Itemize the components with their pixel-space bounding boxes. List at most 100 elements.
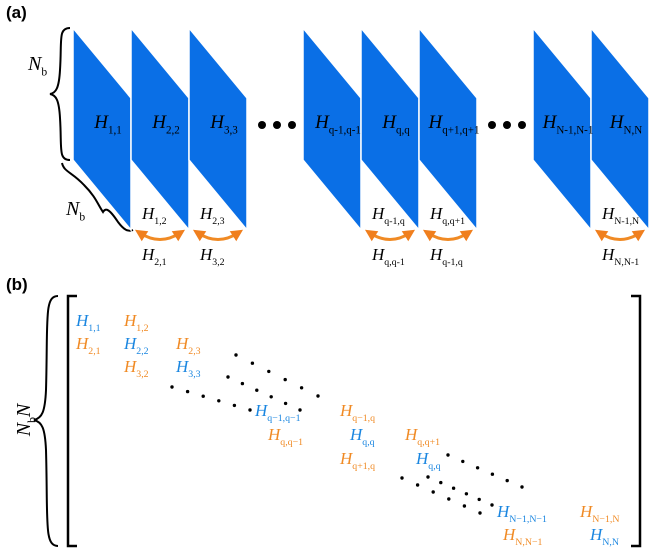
subscript: 3,2 <box>212 257 224 268</box>
symbol: H <box>542 112 558 133</box>
math-label: H3,2 <box>123 357 149 380</box>
symbol: H <box>123 334 138 353</box>
subscript: 2,1 <box>88 346 100 357</box>
symbol: H <box>601 245 616 264</box>
math-label: H1,2 <box>123 311 149 334</box>
ellipsis-dot <box>464 492 469 496</box>
subscript: 1,2 <box>154 216 166 227</box>
ellipsis-dot <box>273 121 281 129</box>
brace <box>61 162 134 232</box>
symbol: H <box>141 245 156 264</box>
block <box>72 25 132 233</box>
ellipsis-dot <box>201 394 205 398</box>
symbol: H <box>415 449 430 468</box>
subscript: q-1,q <box>442 257 463 268</box>
math-label: Hq-1,q <box>371 204 405 227</box>
math-label: Hq-1,q <box>429 245 463 268</box>
subscript: 3,2 <box>136 369 148 380</box>
subscript: 2,2 <box>166 124 180 136</box>
subscript: 2,2 <box>136 346 148 357</box>
math-label: Hq,q <box>381 112 410 136</box>
symbol: H <box>429 245 444 264</box>
symbol: H <box>254 401 269 420</box>
block <box>418 25 478 233</box>
ellipsis-dot <box>447 497 451 501</box>
subscript: 3,3 <box>224 124 238 136</box>
math-label: Hq,q <box>415 449 441 472</box>
subscript: q+1,q+1 <box>442 124 479 136</box>
ellipsis-dot <box>240 381 245 386</box>
symbol: H <box>349 425 364 444</box>
ellipsis-dot <box>461 459 465 464</box>
ellipsis-dot <box>426 475 430 479</box>
subscript: q−1,q <box>352 413 375 424</box>
ellipsis-dot <box>490 472 495 476</box>
ellipsis-dot <box>431 490 435 494</box>
ellipsis-dot <box>267 369 271 374</box>
symbol: H <box>314 112 330 133</box>
subscript: N-1,N-1 <box>556 124 593 136</box>
math-label: HN-1,N-1 <box>542 112 594 136</box>
panel-label: (b) <box>6 275 28 294</box>
subscript: N,N−1 <box>515 537 542 548</box>
ellipsis-dot <box>269 395 273 399</box>
symbol: H <box>601 204 616 223</box>
symbol: H <box>339 449 354 468</box>
symbol: H <box>381 112 397 133</box>
symbol: H <box>267 425 282 444</box>
subscript: N−1,N <box>592 514 619 525</box>
block <box>188 25 248 233</box>
math-label: Hq,q <box>349 425 375 448</box>
math-label: H2,3 <box>199 204 225 227</box>
subscript: N−1,N−1 <box>509 514 547 525</box>
math-label: H2,2 <box>151 112 180 136</box>
math-label: Nb <box>65 198 85 224</box>
symbol: N <box>65 198 81 220</box>
math-label: H1,1 <box>93 112 122 136</box>
ellipsis-dot <box>226 375 230 379</box>
ellipsis-dot <box>490 503 494 507</box>
symbol: H <box>75 311 90 330</box>
ellipsis-dot <box>232 403 237 408</box>
ellipsis-dot <box>503 121 511 129</box>
math-label: HN−1,N <box>579 502 619 525</box>
math-label: H1,2 <box>141 204 167 227</box>
ellipsis-dot <box>415 483 420 487</box>
brace <box>49 27 71 161</box>
symbol: H <box>371 204 386 223</box>
symbol: H <box>123 311 138 330</box>
coupling-arrow <box>594 229 646 242</box>
symbol: H <box>199 204 214 223</box>
coupling-arrow <box>134 229 186 242</box>
subscript: q,q+1 <box>417 437 440 448</box>
subscript: q−1,q−1 <box>267 413 300 424</box>
subscript: q-1,q <box>384 216 405 227</box>
symbol: H <box>175 357 190 376</box>
math-label: H3,2 <box>199 245 225 268</box>
bracket <box>66 294 77 548</box>
symbol: H <box>339 401 354 420</box>
subscript: N,N <box>602 537 619 548</box>
math-label: NbN <box>13 402 39 437</box>
math-label: HN-1,N <box>601 204 639 227</box>
subscript: 1,1 <box>108 124 122 136</box>
ellipsis-dot <box>518 121 526 129</box>
symbol: N <box>27 53 43 75</box>
math-label: H1,1 <box>75 311 101 334</box>
ellipsis-dot <box>185 389 190 394</box>
symbol: H <box>93 112 109 133</box>
subscript: b <box>41 66 47 79</box>
coupling-arrow <box>364 229 416 242</box>
block <box>130 25 190 233</box>
math-label: Hq,q−1 <box>267 425 303 448</box>
math-label: H2,3 <box>175 334 201 357</box>
ellipsis-dot <box>255 388 259 392</box>
ellipsis-dot <box>248 408 252 412</box>
math-label: Hq−1,q−1 <box>254 401 301 424</box>
math-label: Hq+1,q+1 <box>428 112 480 136</box>
math-label: H3,3 <box>209 112 238 136</box>
ellipsis-dot <box>462 504 467 508</box>
subscript: q,q <box>428 461 440 472</box>
ellipsis-dot <box>170 385 174 389</box>
